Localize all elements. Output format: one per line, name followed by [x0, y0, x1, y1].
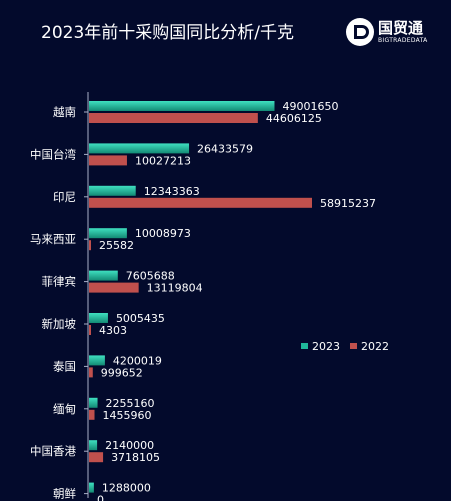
bar-2022 — [89, 240, 91, 251]
logo-icon — [346, 18, 374, 46]
data-label-2022: 0 — [97, 494, 104, 501]
bar-2023 — [89, 397, 98, 408]
data-label-2023: 2140000 — [105, 439, 154, 452]
data-label-2022: 4303 — [99, 324, 127, 337]
bar-2022 — [89, 197, 312, 208]
bar-2023 — [89, 101, 275, 111]
data-label-2023: 2255160 — [106, 397, 155, 410]
legend-label-2023: 2023 — [312, 340, 340, 353]
bar-2022 — [89, 409, 95, 420]
brand-logo: 国贸通 BIGTRADEDATA — [345, 14, 445, 52]
data-label-2022: 58915237 — [320, 197, 376, 210]
data-label-2023: 7605688 — [126, 270, 175, 283]
data-label-2022: 3718105 — [111, 451, 160, 464]
bar-2023 — [89, 270, 118, 281]
legend-swatch-2023 — [301, 343, 308, 349]
data-label-2022: 25582 — [99, 239, 134, 252]
bar-2023 — [89, 355, 105, 366]
category-label: 印尼 — [53, 190, 76, 204]
legend-swatch-2022 — [350, 343, 357, 349]
category-label: 泰国 — [53, 359, 76, 373]
bar-2023 — [89, 143, 190, 154]
bar-2022 — [89, 155, 127, 166]
category-label: 新加坡 — [42, 317, 77, 331]
bar-2022 — [89, 113, 258, 123]
legend: 2023 2022 — [301, 340, 389, 353]
data-label-2023: 10008973 — [135, 227, 191, 240]
data-label-2022: 13119804 — [147, 282, 203, 295]
category-label: 中国香港 — [30, 444, 76, 458]
category-label: 缅甸 — [53, 402, 76, 416]
bar-2022 — [89, 282, 139, 293]
bar-2022 — [89, 452, 104, 463]
logo-subtitle: BIGTRADEDATA — [378, 37, 428, 44]
data-label-2023: 12343363 — [144, 185, 200, 198]
data-label-2022: 1455960 — [103, 409, 152, 422]
category-label: 菲律宾 — [42, 275, 77, 289]
bar-2023 — [89, 313, 108, 323]
bar-2023 — [89, 228, 127, 239]
bar-2022 — [89, 325, 91, 335]
data-label-2022: 999652 — [101, 366, 143, 379]
legend-label-2022: 2022 — [361, 340, 389, 353]
category-label: 越南 — [53, 105, 76, 119]
data-label-2023: 1288000 — [102, 482, 151, 495]
logo-name: 国贸通 — [378, 19, 424, 37]
category-label: 马来西亚 — [30, 232, 76, 246]
data-label-2022: 44606125 — [266, 112, 322, 125]
bar-2022 — [89, 367, 93, 378]
data-label-2023: 5005435 — [116, 312, 165, 325]
data-label-2023: 26433579 — [197, 142, 253, 155]
bar-2023 — [89, 482, 94, 493]
bar-2023 — [89, 440, 98, 451]
chart-title: 2023年前十采购国同比分析/千克 — [41, 23, 294, 43]
data-label-2022: 10027213 — [135, 154, 191, 167]
data-label-2023: 4200019 — [113, 354, 162, 367]
data-label-2023: 49001650 — [282, 100, 338, 113]
bar-2023 — [89, 185, 136, 196]
category-label: 朝鲜 — [53, 487, 76, 501]
category-label: 中国台湾 — [30, 147, 76, 161]
